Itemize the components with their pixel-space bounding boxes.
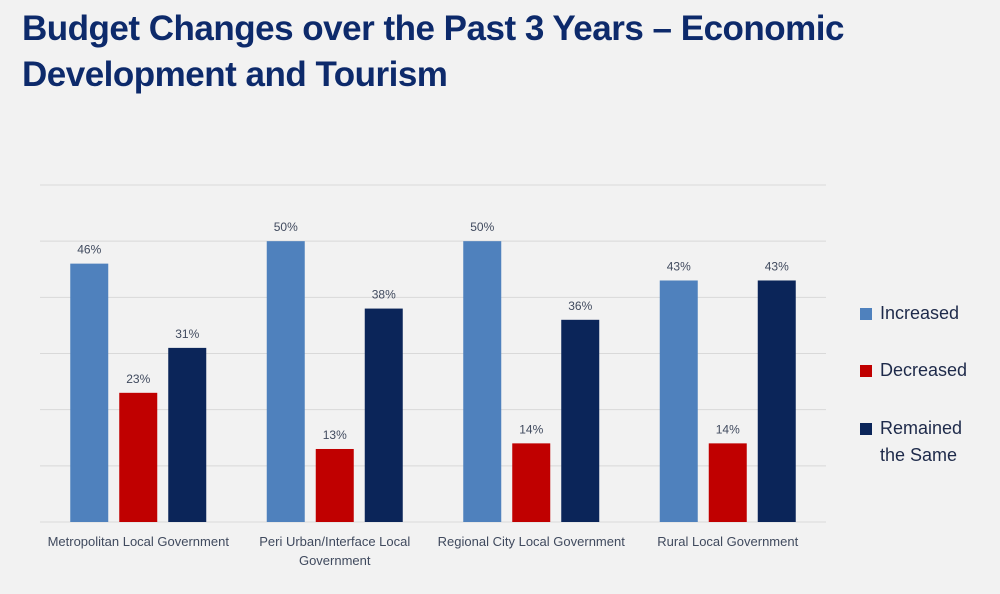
bar bbox=[659, 280, 698, 522]
category-label: Regional City Local Government bbox=[438, 534, 626, 549]
data-label: 50% bbox=[470, 220, 494, 234]
bar bbox=[512, 443, 551, 522]
legend-swatch bbox=[860, 365, 872, 377]
chart-title: Budget Changes over the Past 3 Years – E… bbox=[22, 9, 845, 94]
legend-label: Remained the Same bbox=[880, 418, 963, 465]
legend-swatch bbox=[860, 423, 872, 435]
legend-label: Increased bbox=[880, 303, 960, 323]
data-label: 50% bbox=[274, 220, 298, 234]
bar bbox=[168, 347, 207, 522]
data-label: 23% bbox=[126, 372, 150, 386]
bar bbox=[757, 280, 796, 522]
category-label: Metropolitan Local Government bbox=[48, 534, 230, 549]
bar bbox=[364, 308, 403, 522]
legend-item: Decreased bbox=[860, 357, 967, 384]
data-label: 38% bbox=[372, 288, 396, 302]
legend-swatch bbox=[860, 308, 872, 320]
category-label: Peri Urban/Interface Local bbox=[259, 534, 410, 549]
legend-item: Increased bbox=[860, 300, 959, 327]
legend-item: Remained the Same bbox=[860, 415, 962, 469]
bar bbox=[266, 241, 305, 522]
data-label: 13% bbox=[323, 428, 347, 442]
data-label: 43% bbox=[765, 259, 789, 273]
category-label: Rural Local Government bbox=[657, 534, 798, 549]
bar bbox=[561, 319, 600, 522]
data-label: 14% bbox=[716, 422, 740, 436]
data-label: 14% bbox=[519, 422, 543, 436]
legend-label: Decreased bbox=[880, 360, 968, 380]
category-label: Government bbox=[299, 553, 371, 568]
bar bbox=[708, 443, 747, 522]
bar bbox=[70, 263, 109, 522]
data-label: 31% bbox=[175, 327, 199, 341]
data-label: 36% bbox=[568, 299, 592, 313]
bar bbox=[315, 448, 354, 522]
data-label: 43% bbox=[667, 259, 691, 273]
bar bbox=[119, 392, 158, 522]
bar bbox=[463, 241, 502, 522]
data-label: 46% bbox=[77, 243, 101, 257]
